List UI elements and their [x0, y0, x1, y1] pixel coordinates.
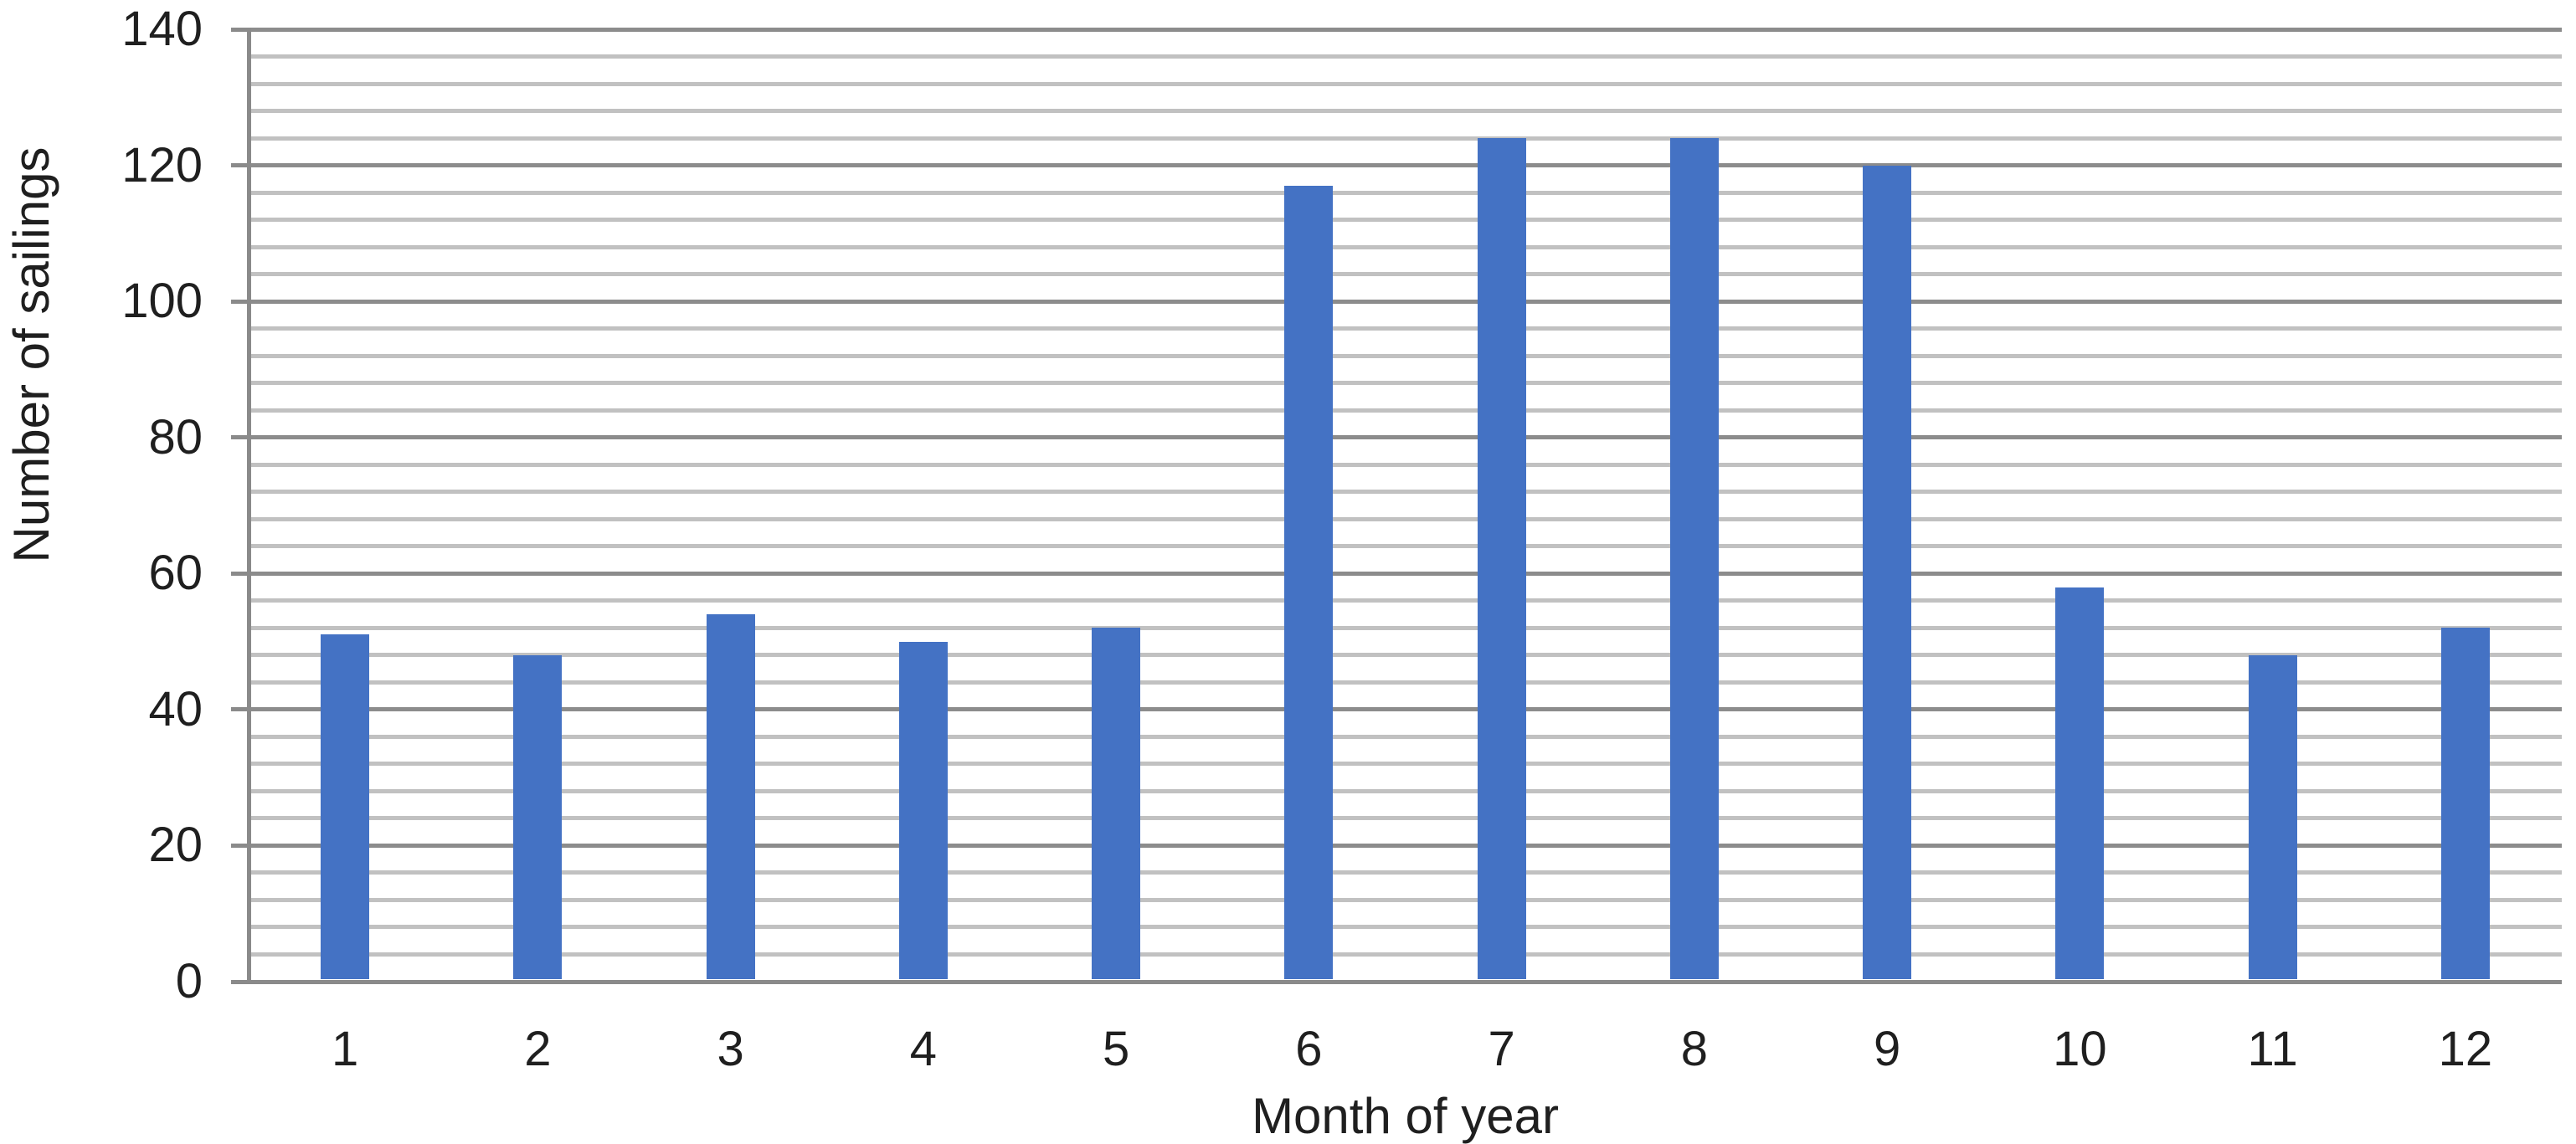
- major-gridline: [249, 27, 2562, 32]
- bar-month-10: [2055, 587, 2105, 980]
- y-tick-label: 0: [175, 954, 203, 1008]
- major-gridline: [249, 571, 2562, 576]
- minor-gridline: [251, 326, 2562, 331]
- minor-gridline: [251, 136, 2562, 141]
- major-gridline: [249, 299, 2562, 304]
- bar-month-8: [1669, 138, 1719, 980]
- minor-gridline: [251, 381, 2562, 386]
- minor-gridline: [251, 109, 2562, 114]
- minor-gridline: [251, 462, 2562, 467]
- y-tick-label: 140: [121, 2, 203, 56]
- y-axis-tick: [231, 843, 247, 848]
- x-tick-label: 9: [1873, 1022, 1901, 1076]
- minor-gridline: [251, 734, 2562, 739]
- y-tick-label: 80: [148, 409, 203, 464]
- bar-month-11: [2248, 654, 2297, 980]
- bar-month-7: [1477, 138, 1526, 980]
- minor-gridline: [251, 816, 2562, 821]
- major-gridline: [249, 707, 2562, 712]
- bar-month-4: [898, 641, 948, 980]
- minor-gridline: [251, 680, 2562, 685]
- y-tick-label: 20: [148, 818, 203, 873]
- bar-month-3: [706, 614, 755, 980]
- major-gridline: [249, 163, 2562, 168]
- minor-gridline: [251, 544, 2562, 549]
- x-tick-label: 12: [2438, 1022, 2493, 1076]
- bar-month-6: [1284, 185, 1334, 980]
- minor-gridline: [251, 490, 2562, 495]
- bar-month-1: [321, 634, 370, 980]
- minor-gridline: [251, 244, 2562, 249]
- bar-month-12: [2440, 628, 2490, 980]
- minor-gridline: [251, 762, 2562, 767]
- minor-gridline: [251, 81, 2562, 86]
- bar-month-9: [1863, 165, 1912, 980]
- y-axis-tick: [231, 435, 247, 440]
- x-tick-label: 1: [331, 1022, 359, 1076]
- y-axis-tick: [231, 27, 247, 32]
- bar-month-2: [513, 654, 563, 980]
- y-tick-label: 100: [121, 274, 203, 329]
- minor-gridline: [251, 598, 2562, 603]
- x-tick-label: 7: [1488, 1022, 1515, 1076]
- x-tick-label: 5: [1102, 1022, 1130, 1076]
- y-tick-label: 40: [148, 681, 203, 736]
- minor-gridline: [251, 190, 2562, 195]
- minor-gridline: [251, 516, 2562, 521]
- x-tick-label: 10: [2053, 1022, 2107, 1076]
- x-axis-title: Month of year: [1252, 1088, 1559, 1144]
- x-tick-label: 2: [524, 1022, 552, 1076]
- minor-gridline: [251, 653, 2562, 658]
- minor-gridline: [251, 625, 2562, 630]
- x-tick-label: 8: [1680, 1022, 1708, 1076]
- x-tick-label: 4: [909, 1022, 937, 1076]
- bar-month-5: [1092, 628, 1141, 980]
- x-tick-label: 6: [1295, 1022, 1323, 1076]
- minor-gridline: [251, 54, 2562, 59]
- minor-gridline: [251, 925, 2562, 930]
- y-tick-label: 60: [148, 546, 203, 601]
- y-axis-title: Number of sailings: [3, 146, 59, 563]
- minor-gridline: [251, 408, 2562, 413]
- major-gridline: [249, 435, 2562, 440]
- major-gridline: [249, 843, 2562, 848]
- y-axis-tick: [231, 979, 247, 984]
- minor-gridline: [251, 272, 2562, 277]
- y-axis-tick: [231, 163, 247, 168]
- x-tick-label: 11: [2247, 1022, 2298, 1076]
- y-axis-tick: [231, 707, 247, 712]
- minor-gridline: [251, 218, 2562, 223]
- y-tick-label: 120: [121, 137, 203, 192]
- x-tick-label: 3: [717, 1022, 744, 1076]
- minor-gridline: [251, 952, 2562, 957]
- minor-gridline: [251, 353, 2562, 358]
- y-axis-tick: [231, 571, 247, 576]
- x-axis-line: [247, 979, 2562, 984]
- y-axis-tick: [231, 299, 247, 304]
- minor-gridline: [251, 870, 2562, 875]
- minor-gridline: [251, 897, 2562, 902]
- minor-gridline: [251, 788, 2562, 793]
- y-axis-line: [247, 27, 251, 984]
